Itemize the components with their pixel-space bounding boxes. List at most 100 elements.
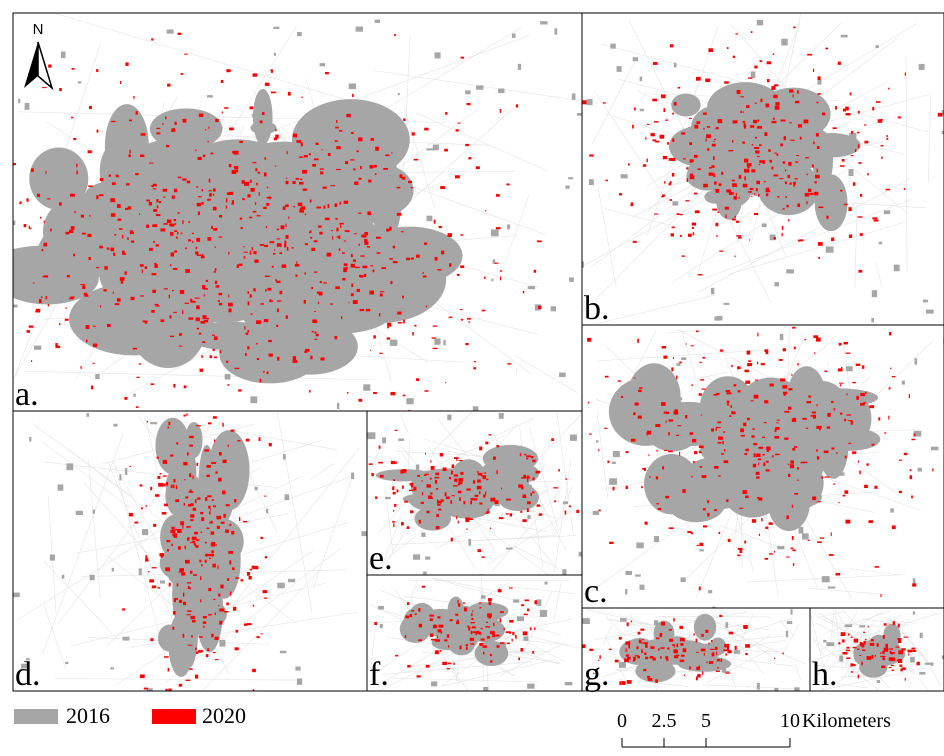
built-2020 <box>156 128 160 129</box>
built-2020 <box>408 181 412 183</box>
built-2020 <box>161 319 165 322</box>
built-2020 <box>912 583 916 586</box>
built-2016-patch <box>288 579 295 582</box>
built-2020 <box>165 116 166 119</box>
built-2020 <box>335 286 340 289</box>
built-2020 <box>447 668 450 669</box>
built-2020 <box>131 240 134 242</box>
built-2020 <box>179 600 182 603</box>
built-2020 <box>410 483 414 486</box>
built-2020 <box>850 92 852 95</box>
built-2016-patch <box>681 577 686 582</box>
built-2020 <box>532 460 535 462</box>
built-2020 <box>212 335 215 336</box>
built-2020 <box>286 178 287 179</box>
built-2020 <box>694 451 697 454</box>
built-2016-patch <box>677 363 681 366</box>
built-2020 <box>599 510 601 512</box>
built-2020 <box>400 470 403 473</box>
built-2020 <box>430 460 431 462</box>
built-2020 <box>715 223 718 226</box>
built-2020 <box>336 169 341 170</box>
built-2020 <box>346 114 350 117</box>
built-2020 <box>180 521 184 525</box>
built-2020 <box>524 599 528 601</box>
built-2020 <box>478 473 483 476</box>
built-2016-patch <box>513 599 519 602</box>
built-2016-patch <box>923 300 928 303</box>
built-2020 <box>743 111 744 112</box>
built-2020 <box>228 551 233 554</box>
built-2020 <box>875 566 879 568</box>
built-2020 <box>530 493 532 496</box>
built-2020 <box>712 144 716 147</box>
built-2020 <box>775 454 780 455</box>
built-2020 <box>409 490 413 491</box>
built-2020 <box>680 235 682 237</box>
built-2020 <box>370 350 371 351</box>
built-2020 <box>487 636 490 639</box>
built-2020 <box>203 621 206 623</box>
built-2016-patch <box>250 396 257 403</box>
built-2020 <box>179 572 183 573</box>
built-2020 <box>410 614 412 617</box>
built-2016-patch <box>207 95 213 97</box>
built-2020 <box>703 184 708 188</box>
built-2020 <box>394 34 396 36</box>
built-2020 <box>31 360 32 362</box>
built-2020 <box>378 462 383 464</box>
built-2020 <box>863 402 864 404</box>
built-2020 <box>86 340 88 343</box>
built-2016-patch <box>826 642 834 646</box>
built-2020 <box>633 412 635 415</box>
built-2020 <box>254 260 258 263</box>
built-2020 <box>788 175 791 178</box>
built-2020 <box>780 378 785 381</box>
built-2020 <box>89 106 92 109</box>
built-2020 <box>253 288 256 291</box>
built-2016-patch <box>879 242 882 245</box>
built-2020 <box>213 349 215 351</box>
built-2020 <box>669 639 673 642</box>
built-2020 <box>239 517 240 521</box>
built-2020 <box>488 598 492 601</box>
built-2020 <box>40 217 41 219</box>
built-2020 <box>487 613 492 617</box>
built-2020 <box>373 270 375 273</box>
built-2020 <box>900 664 903 666</box>
built-2020 <box>113 253 115 256</box>
scale-tick-label: 2.5 <box>652 710 677 732</box>
built-2020 <box>457 600 458 603</box>
built-2020 <box>860 233 863 236</box>
built-2020 <box>107 324 111 327</box>
built-2020 <box>208 422 212 424</box>
built-2020 <box>619 193 622 195</box>
built-2020 <box>189 473 191 477</box>
built-2016-patch <box>238 256 245 260</box>
built-2020 <box>197 203 201 206</box>
built-2016-patch <box>786 472 792 474</box>
built-2020 <box>257 358 259 360</box>
built-2020 <box>800 137 802 140</box>
built-2020 <box>710 649 715 650</box>
built-2020 <box>304 300 306 304</box>
built-2020 <box>33 282 35 283</box>
built-2020 <box>223 460 227 463</box>
built-2020 <box>669 419 674 421</box>
built-2016-patch <box>425 557 430 560</box>
built-2020 <box>146 200 150 202</box>
built-2020 <box>660 135 665 139</box>
built-2020 <box>735 646 737 650</box>
built-2020 <box>686 167 688 169</box>
built-2020 <box>176 485 177 489</box>
built-2020 <box>204 320 208 323</box>
built-2020 <box>8 132 9 135</box>
built-2020 <box>718 436 723 439</box>
built-2020 <box>353 300 358 304</box>
built-2020 <box>177 212 180 213</box>
built-2016-patch <box>165 528 171 533</box>
built-2020 <box>218 478 221 482</box>
built-2020 <box>397 187 401 189</box>
built-2020 <box>124 397 127 400</box>
built-2020 <box>201 564 202 566</box>
